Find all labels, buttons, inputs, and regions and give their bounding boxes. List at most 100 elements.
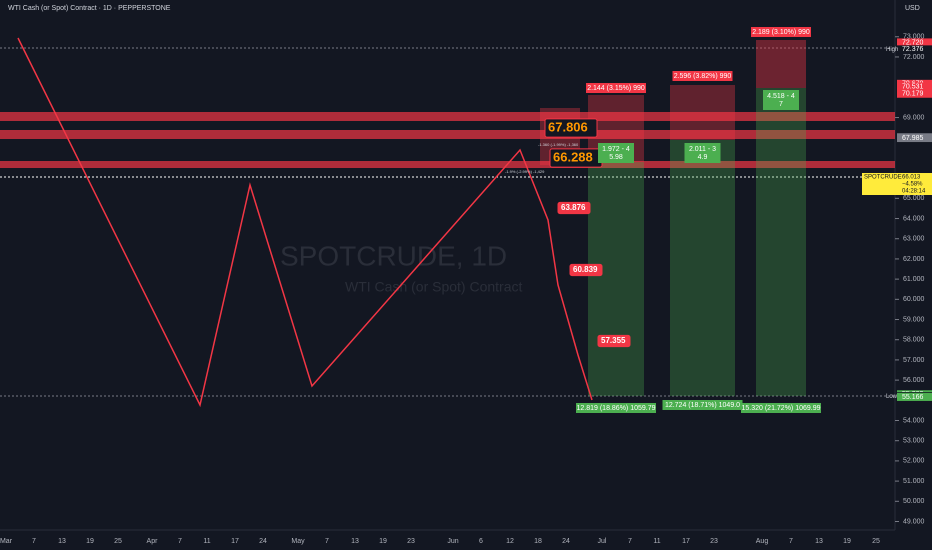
time-tick-label: 24	[259, 538, 267, 545]
time-tick-label: 7	[628, 538, 632, 545]
price-marker	[897, 38, 932, 47]
time-tick-label: 19	[86, 538, 94, 545]
level-label: 63.876	[561, 203, 586, 212]
last-price-price: 66.013	[902, 175, 921, 181]
time-tick-label: 23	[407, 538, 415, 545]
target-zone	[670, 140, 735, 396]
price-tick-label: 58.000	[903, 337, 925, 344]
zone	[0, 112, 895, 121]
ratio-label: 7	[779, 101, 783, 108]
time-tick-label: May	[291, 538, 305, 545]
price-tick-label: 51.000	[903, 478, 925, 485]
level-label: 67.806	[548, 119, 588, 134]
time-tick-label: 13	[351, 538, 359, 545]
time-tick-label: 17	[682, 538, 690, 545]
price-tick-label: 53.000	[903, 438, 925, 445]
level-box	[557, 201, 591, 215]
price-marker-label: 67.985	[902, 135, 924, 142]
reward-label: 15.320 (21.72%) 1069.99	[741, 405, 820, 412]
price-tick-label: 52.000	[903, 458, 925, 465]
reward-label: 12.819 (18.86%) 1059.79	[576, 405, 655, 412]
time-tick-label: Jun	[447, 538, 458, 545]
level-box	[544, 118, 598, 138]
price-tick-label: 59.000	[903, 316, 925, 323]
ratio-label: 5.98	[609, 154, 623, 161]
ratio-box	[598, 143, 634, 163]
note: -1.360 (-1.99%) -1,360	[538, 142, 579, 147]
reward-label: 12.724 (18.71%) 1049.0	[665, 402, 740, 409]
ratio-label: 4.9	[698, 154, 708, 161]
stop-zone	[756, 40, 806, 88]
price-marker-label: 72.376	[902, 46, 924, 53]
price-tick-label: 64.000	[903, 215, 925, 222]
level-label: 66.288	[553, 149, 593, 164]
watermark: SPOTCRUDE, 1D	[280, 240, 507, 271]
level-label: 57.355	[601, 336, 626, 345]
time-tick-label: 19	[843, 538, 851, 545]
level-box	[569, 263, 603, 277]
time-tick-label: 13	[815, 538, 823, 545]
price-marker-label: 70.179	[902, 91, 924, 98]
time-tick-label: 19	[379, 538, 387, 545]
price-tick-label: 72.000	[903, 54, 925, 61]
reward-box	[576, 403, 656, 413]
price-marker	[897, 89, 932, 98]
price-tick-label: 62.000	[903, 256, 925, 263]
time-tick-label: 17	[231, 538, 239, 545]
time-tick-label: 25	[872, 538, 880, 545]
chart-title: WTI Cash (or Spot) Contract · 1D · PEPPE…	[8, 5, 171, 12]
price-tick-label: 69.000	[903, 114, 925, 121]
risk-box	[751, 27, 811, 37]
time-tick-label: 7	[325, 538, 329, 545]
risk-label: 2.144 (3.15%) 990	[587, 85, 645, 92]
time-tick-label: 25	[114, 538, 122, 545]
reward-box	[662, 400, 743, 410]
time-tick-label: 7	[178, 538, 182, 545]
projection-path	[17, 37, 593, 408]
time-tick-label: 13	[58, 538, 66, 545]
price-marker	[897, 134, 932, 143]
price-marker	[897, 392, 932, 401]
price-tick-label: 49.000	[903, 518, 925, 525]
price-tick-label: 63.000	[903, 236, 925, 243]
price-marker-label: 55.166	[902, 394, 924, 401]
price-marker-tag: High	[886, 47, 898, 53]
level-label: 60.839	[573, 265, 598, 274]
time-tick-label: Jul	[598, 538, 607, 545]
last-price-change: −4.58%	[902, 182, 923, 188]
note: -1.9% (-2.99%) -1,429	[505, 169, 545, 174]
zone	[0, 130, 895, 139]
risk-label: 2.189 (3.10%) 990	[752, 29, 810, 36]
time-tick-label: Mar	[0, 538, 13, 545]
price-tick-label: 56.000	[903, 377, 925, 384]
price-marker-label: 72.720	[902, 39, 924, 46]
price-marker	[897, 82, 932, 91]
price-tick-label: 61.000	[903, 276, 925, 283]
risk-box	[672, 71, 733, 81]
target-zone	[756, 88, 806, 396]
time-tick-label: 11	[203, 538, 210, 545]
price-marker	[897, 45, 932, 54]
last-price-symbol: SPOTCRUDE	[864, 175, 902, 181]
time-tick-label: 18	[534, 538, 542, 545]
time-tick-label: Apr	[147, 538, 159, 545]
time-tick-label: Aug	[756, 538, 769, 545]
price-tick-label: 60.000	[903, 296, 925, 303]
stop-zone	[670, 85, 735, 140]
target-zone	[588, 162, 644, 396]
ratio-label: 2.011 - 3	[689, 146, 716, 153]
time-tick-label: 24	[562, 538, 570, 545]
price-tick-label: 73.000	[903, 34, 925, 41]
price-marker-tag: Low	[886, 394, 898, 400]
time-tick-label: 6	[479, 538, 483, 545]
price-tick-label: 65.000	[903, 195, 925, 202]
time-tick-label: 11	[653, 538, 660, 545]
ratio-box	[763, 90, 799, 110]
ratio-label: 1.972 - 4	[602, 146, 630, 153]
price-tick-label: 54.000	[903, 417, 925, 424]
watermark: WTI Cash (or Spot) Contract	[345, 279, 522, 295]
time-tick-label: 23	[710, 538, 718, 545]
reward-box	[741, 403, 821, 413]
ratio-box	[684, 143, 721, 163]
